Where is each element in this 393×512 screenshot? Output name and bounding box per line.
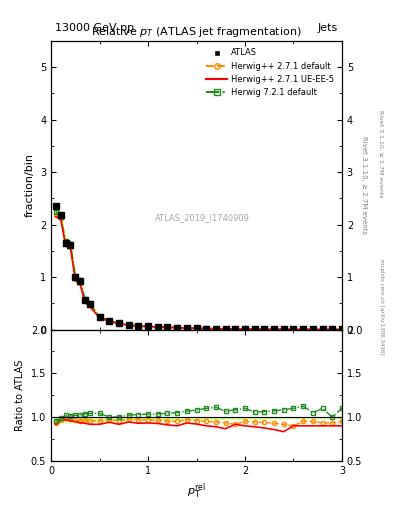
Y-axis label: Rivet 3.1.10, ≥ 2.7M events: Rivet 3.1.10, ≥ 2.7M events (361, 136, 367, 234)
X-axis label: $p_{\rm T}^{\rm rel}$: $p_{\rm T}^{\rm rel}$ (187, 481, 206, 501)
Text: Rivet 3.1.10, ≥ 2.7M events: Rivet 3.1.10, ≥ 2.7M events (379, 110, 384, 198)
Y-axis label: Ratio to ATLAS: Ratio to ATLAS (15, 359, 25, 431)
Legend: ATLAS, Herwig++ 2.7.1 default, Herwig++ 2.7.1 UE-EE-5, Herwig 7.2.1 default: ATLAS, Herwig++ 2.7.1 default, Herwig++ … (203, 45, 338, 100)
Text: 13000 GeV pp: 13000 GeV pp (55, 23, 134, 33)
Text: ATLAS_2019_I1740909: ATLAS_2019_I1740909 (155, 213, 250, 222)
Y-axis label: fraction/bin: fraction/bin (24, 153, 35, 217)
Text: mcplots.cern.ch [arXiv:1306.3436]: mcplots.cern.ch [arXiv:1306.3436] (379, 260, 384, 355)
Text: Jets: Jets (318, 23, 338, 33)
Title: Relative $p_T$ (ATLAS jet fragmentation): Relative $p_T$ (ATLAS jet fragmentation) (91, 26, 302, 39)
